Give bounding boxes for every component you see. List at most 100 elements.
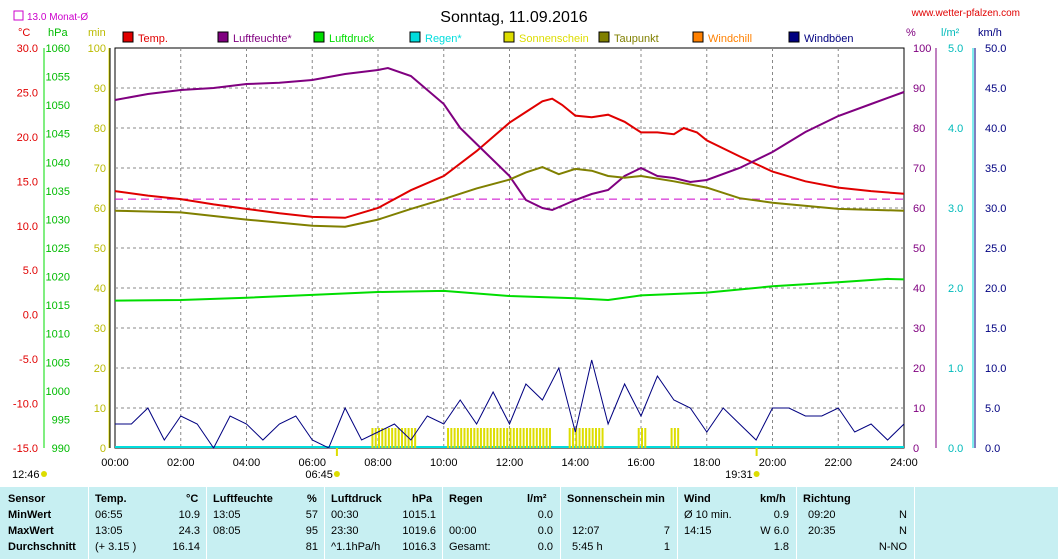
stat-label: Durchschnitt — [8, 541, 76, 553]
sunshine-bar — [509, 428, 512, 448]
temp-tick: 15.0 — [17, 176, 38, 188]
sunshine-bar — [450, 428, 453, 448]
sun-tick: 0 — [100, 443, 106, 455]
stat-dir-val: N — [899, 509, 907, 521]
sun-tick: 80 — [94, 123, 106, 135]
axis-unit-label: °C — [18, 27, 30, 39]
hdr-sensor: Sensor — [8, 493, 46, 505]
sunshine-bar — [486, 428, 489, 448]
sunshine-bar — [525, 428, 528, 448]
left-time-label: 12:46 — [12, 469, 40, 481]
pressure-tick: 1010 — [46, 329, 70, 341]
humidity-tick: 60 — [913, 203, 925, 215]
axis-unit-label: % — [906, 27, 916, 39]
stat-wind-time: Ø 10 min. — [684, 509, 732, 521]
wind-tick: 15.0 — [985, 323, 1006, 335]
temp-tick: -10.0 — [13, 399, 38, 411]
left-time-icon — [41, 471, 47, 477]
hdr-rain: Regen — [449, 493, 483, 505]
series-windben — [115, 359, 905, 449]
sunshine-bar — [644, 428, 647, 448]
temp-tick: 5.0 — [23, 265, 38, 277]
pressure-tick: 1000 — [46, 386, 70, 398]
sunshine-bar — [670, 428, 673, 448]
temp-tick: 0.0 — [23, 310, 38, 322]
sunshine-bar — [502, 428, 505, 448]
series-taupunkt — [114, 166, 905, 228]
sun-tick: 30 — [94, 323, 106, 335]
humidity-tick: 20 — [913, 363, 925, 375]
wind-tick: 50.0 — [985, 43, 1006, 55]
stat-hum-time: 13:05 — [213, 509, 241, 521]
axis-unit-label: l/m² — [941, 27, 960, 39]
sunshine-bar — [591, 428, 594, 448]
stat-temp-val: 16.14 — [172, 541, 200, 553]
stat-press-val: 1015.1 — [402, 509, 436, 521]
legend-swatch — [217, 31, 229, 43]
series-luftfeuchte — [114, 66, 905, 212]
sunshine-bar — [578, 428, 581, 448]
x-tick-label: 04:00 — [233, 457, 261, 469]
x-tick-label: 12:00 — [496, 457, 524, 469]
stat-press-val: 1016.3 — [402, 541, 436, 553]
chart-title: Sonntag, 11.09.2016 — [440, 9, 587, 26]
sunshine-bar — [535, 428, 538, 448]
wind-tick: 40.0 — [985, 123, 1006, 135]
wind-tick: 5.0 — [985, 403, 1000, 415]
x-tick-label: 08:00 — [364, 457, 392, 469]
wind-tick: 0.0 — [985, 443, 1000, 455]
legend-swatch — [122, 31, 134, 43]
sunshine-bar — [378, 428, 380, 448]
stat-press-time: 23:30 — [331, 525, 359, 537]
wind-tick: 45.0 — [985, 83, 1006, 95]
stat-dir-val: N-NO — [878, 541, 907, 553]
sunshine-bar — [381, 428, 384, 448]
wind-tick: 25.0 — [985, 243, 1006, 255]
wind-tick: 35.0 — [985, 163, 1006, 175]
axis-unit-label: km/h — [978, 27, 1002, 39]
stat-press-time: 00:30 — [331, 509, 359, 521]
humidity-tick: 70 — [913, 163, 925, 175]
sunshine-bar — [594, 428, 597, 448]
sunshine-bar — [545, 428, 548, 448]
sunshine-bar — [473, 428, 476, 448]
stat-label: MinWert — [8, 509, 52, 521]
legend-swatch — [503, 31, 515, 43]
stat-temp-time: 13:05 — [95, 525, 123, 537]
hdr-wind: Wind — [684, 493, 711, 505]
hdr-temp: Temp. — [95, 493, 127, 505]
hdr-hum: Luftfeuchte — [213, 493, 273, 505]
stat-temp-time: 06:55 — [95, 509, 123, 521]
stat-rain-val: 0.0 — [537, 541, 553, 553]
sunshine-bar — [460, 428, 463, 448]
sunset-label: 19:31 — [725, 469, 753, 481]
sunshine-bar — [516, 428, 519, 448]
pressure-tick: 1015 — [46, 300, 70, 312]
sunshine-bar — [506, 428, 509, 448]
stat-sun-time: 5:45 h — [572, 541, 603, 553]
x-tick-label: 02:00 — [167, 457, 195, 469]
sunshine-bar — [470, 428, 473, 448]
x-tick-label: 22:00 — [824, 457, 852, 469]
sunshine-bar — [387, 428, 390, 448]
wind-tick: 30.0 — [985, 203, 1006, 215]
stat-wind-val: 1.8 — [773, 541, 789, 553]
sunshine-bar — [548, 428, 551, 448]
pressure-tick: 1005 — [46, 357, 70, 369]
sunshine-bar — [479, 428, 482, 448]
humidity-tick: 30 — [913, 323, 925, 335]
weather-chart: Sonntag, 11.09.2016 www.wetter-pfalzen.c… — [12, 8, 1020, 481]
pressure-tick: 1035 — [46, 186, 70, 198]
sunshine-bar — [588, 428, 591, 448]
legend-label: Sonnenschein — [519, 33, 589, 45]
sunshine-bar — [532, 428, 535, 448]
legend-label: Windböen — [804, 33, 854, 45]
sunshine-bar — [585, 428, 588, 448]
legend-swatch — [788, 31, 800, 43]
sun-tick: 60 — [94, 203, 106, 215]
pressure-tick: 990 — [52, 443, 70, 455]
sunrise-icon — [333, 471, 340, 477]
stat-dir-val: N — [899, 525, 907, 537]
hdr-hum-unit: % — [307, 493, 317, 505]
sunshine-bar — [453, 428, 456, 448]
